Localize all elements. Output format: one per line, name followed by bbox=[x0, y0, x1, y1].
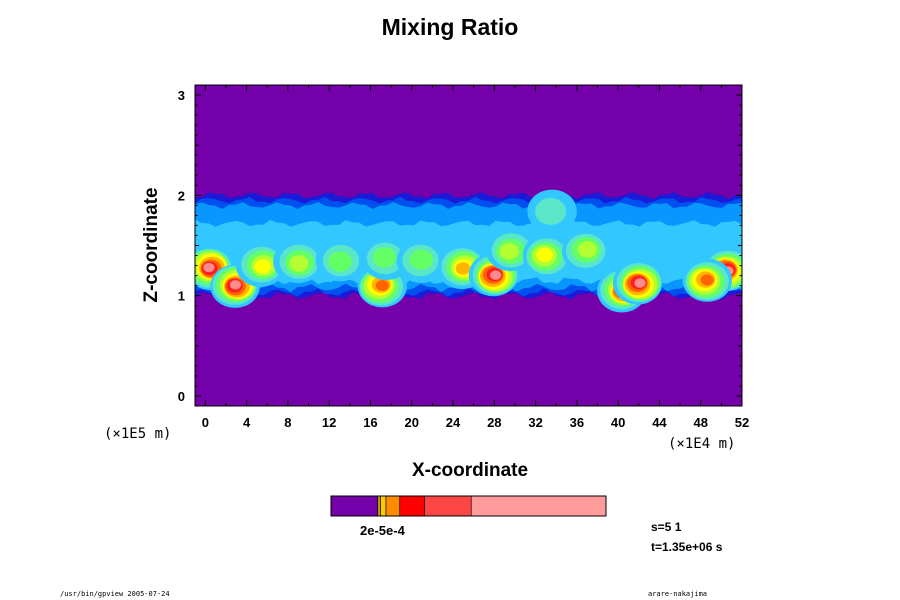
x-tick-label: 20 bbox=[405, 415, 419, 430]
x-axis-label: X-coordinate bbox=[411, 460, 529, 481]
cloud-contour bbox=[328, 251, 352, 272]
cloud-contour bbox=[289, 255, 309, 272]
cloud-contour bbox=[536, 247, 553, 262]
cloud-blob bbox=[682, 258, 732, 302]
colorbar-segment bbox=[424, 495, 472, 517]
y-tick-label: 1 bbox=[178, 289, 185, 304]
cloud-contour bbox=[700, 274, 714, 286]
colorbar-segment bbox=[385, 495, 401, 517]
x-tick-label: 24 bbox=[446, 415, 461, 430]
cloud-blob bbox=[468, 253, 519, 297]
cloud-blob bbox=[235, 243, 286, 287]
x-axis: 0 4 8 12 16 20 24 28 32 36 40 44 48 52 bbox=[202, 85, 749, 430]
x-tick-label: 28 bbox=[487, 415, 501, 430]
cloud-blob bbox=[361, 236, 412, 281]
colorbar-segment bbox=[399, 495, 425, 517]
cloud-contour bbox=[372, 247, 397, 268]
cloud-blob bbox=[612, 261, 663, 305]
cloud-contour bbox=[455, 262, 471, 275]
cloud-blob bbox=[396, 239, 446, 283]
cloud-blob bbox=[527, 189, 577, 233]
x-tick-label: 52 bbox=[735, 415, 749, 430]
colorbar-segment bbox=[470, 495, 607, 517]
mixing-ratio-field bbox=[195, 189, 742, 313]
cloud-contour bbox=[409, 249, 433, 270]
x-tick-label: 4 bbox=[243, 415, 251, 430]
x-tick-label: 44 bbox=[652, 415, 667, 430]
y-axis: 0 1 2 3 bbox=[178, 88, 742, 404]
y-tick-label: 0 bbox=[178, 389, 185, 404]
y-axis-label: Z-coordinate bbox=[141, 187, 162, 303]
footer-right: arare-nakajima bbox=[648, 590, 708, 598]
x-tick-label: 36 bbox=[570, 415, 584, 430]
footer-left: /usr/bin/gpview 2005-07-24 bbox=[60, 590, 170, 598]
x-tick-label: 48 bbox=[693, 415, 707, 430]
cloud-contour bbox=[203, 262, 215, 273]
colorbar bbox=[330, 495, 607, 517]
y-tick-label: 3 bbox=[178, 88, 185, 103]
cloud-contour bbox=[375, 280, 389, 291]
cloud-contour bbox=[490, 270, 502, 280]
cloud-contour bbox=[577, 241, 598, 258]
info-t: t=1.35e+06 s bbox=[651, 540, 723, 554]
cloud-contour bbox=[634, 278, 646, 288]
cloud-blob bbox=[315, 238, 366, 282]
x-axis-scale-label: (×1E4 m) bbox=[668, 436, 736, 452]
cloud-contour bbox=[229, 280, 242, 290]
colorbar-frame bbox=[330, 495, 607, 517]
info-s: s=5 1 bbox=[651, 520, 682, 534]
cloud-contour bbox=[535, 197, 567, 225]
chart-title: Mixing Ratio bbox=[381, 14, 519, 40]
x-tick-label: 12 bbox=[322, 415, 336, 430]
y-tick-label: 2 bbox=[178, 188, 185, 203]
y-axis-scale-label: (×1E5 m) bbox=[104, 426, 172, 442]
cloud-blob bbox=[522, 233, 573, 277]
x-tick-label: 16 bbox=[363, 415, 377, 430]
colorbar-segment bbox=[380, 495, 387, 517]
x-tick-label: 32 bbox=[528, 415, 542, 430]
colorbar-segment bbox=[330, 495, 379, 517]
cloud-blob bbox=[485, 228, 536, 272]
x-tick-label: 0 bbox=[202, 415, 209, 430]
x-tick-label: 8 bbox=[284, 415, 291, 430]
cloud-blob bbox=[562, 229, 612, 274]
colorbar-labels: 2e-5e-4 bbox=[360, 523, 405, 538]
cloud-contour bbox=[254, 259, 271, 274]
x-tick-label: 40 bbox=[611, 415, 625, 430]
cloud-contour bbox=[499, 243, 519, 260]
colorbar-segment bbox=[377, 495, 381, 517]
cloud-blob bbox=[273, 240, 323, 284]
